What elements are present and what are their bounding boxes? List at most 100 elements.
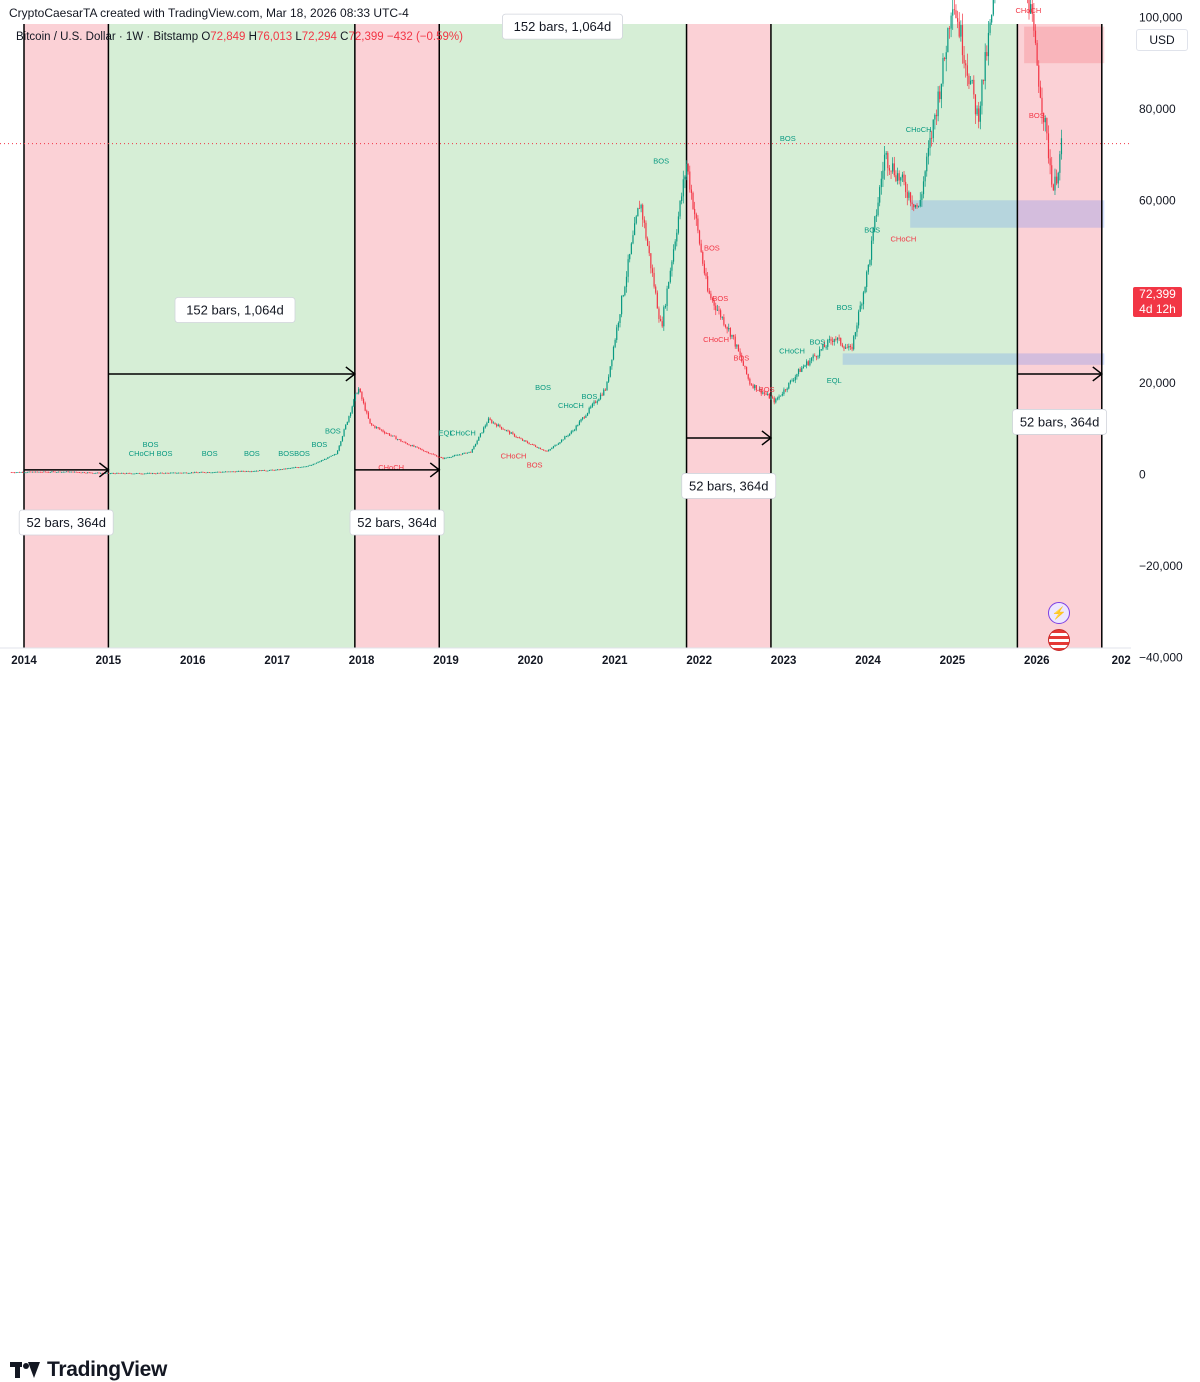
candle-body [773, 397, 775, 403]
candle-body [489, 418, 491, 421]
measure-label-box [349, 509, 445, 536]
candle-body [866, 271, 868, 287]
measure-label: 52 bars, 364d [689, 478, 769, 493]
candle-body [276, 469, 279, 471]
candle-body [135, 473, 137, 474]
candle-body [703, 263, 705, 274]
candle-body [726, 326, 728, 330]
candle-body [825, 346, 827, 348]
cycle-boundary-lines [23, 24, 1103, 648]
candle-body [702, 252, 704, 264]
candle-body [573, 429, 576, 431]
candle-body [617, 322, 619, 328]
candle-body [781, 393, 783, 396]
candle-body [538, 447, 540, 449]
candle-body [1049, 158, 1051, 166]
candles-layer [10, 0, 1063, 475]
candle-body [224, 471, 227, 473]
candle-body [249, 471, 251, 473]
candle-body [364, 403, 366, 411]
candle-body [948, 28, 951, 29]
candle-body [203, 472, 206, 473]
tradingview-logo-icon [10, 1362, 41, 1378]
candle-body [207, 472, 209, 473]
footer: TradingView [0, 672, 1200, 1381]
candle-body [715, 305, 717, 311]
ohlc-low: 72,294 [301, 31, 337, 43]
candle-body [452, 456, 454, 457]
candle-body [723, 317, 725, 325]
candle-body [151, 473, 154, 474]
structure-label: BOS [535, 383, 551, 392]
candle-body [1041, 97, 1043, 113]
candle-body [259, 470, 261, 472]
candle-body [903, 174, 905, 182]
measure-label: 152 bars, 1,064d [514, 19, 612, 34]
candle-body [596, 401, 598, 403]
candle-body [257, 470, 259, 472]
candle-body [585, 415, 587, 418]
candle-body [108, 472, 110, 474]
candle-body [385, 433, 387, 434]
measure-arrow-head [345, 366, 357, 382]
currency-selector[interactable]: USD [1136, 29, 1188, 51]
candle-body [968, 75, 970, 85]
candle-body [687, 163, 689, 172]
candle-body [309, 465, 311, 466]
candle-body [619, 314, 621, 323]
candle-body [530, 444, 532, 445]
candle-body [129, 473, 131, 474]
candle-body [797, 369, 800, 375]
candle-body [627, 259, 629, 277]
candle-body [570, 431, 572, 434]
flash-icon[interactable]: ⚡ [1048, 602, 1070, 624]
candle-body [471, 449, 473, 453]
candle-body [788, 382, 790, 389]
candle-body [468, 451, 470, 453]
tradingview-logo[interactable]: TradingView [10, 1358, 167, 1382]
candle-body [83, 472, 85, 474]
candle-body [575, 425, 577, 430]
candle-body [505, 430, 507, 432]
candle-body [653, 272, 655, 287]
candle-body [212, 472, 214, 474]
candle-body [223, 471, 225, 473]
candle-body [78, 472, 81, 474]
candle-body [806, 361, 808, 366]
candle-body [882, 170, 884, 179]
candle-body [423, 450, 425, 452]
candle-body [18, 472, 21, 473]
candle-body [28, 471, 30, 473]
time-tick-label: 2023 [771, 655, 797, 667]
candle-body [109, 473, 111, 475]
time-tick-label: 2024 [855, 655, 881, 667]
candle-body [400, 439, 402, 442]
measure-label-box [502, 13, 623, 40]
candle-body [830, 339, 832, 341]
candle-body [520, 438, 522, 440]
candle-body [367, 412, 370, 419]
candle-body [1047, 133, 1050, 159]
candle-body [158, 472, 160, 474]
candle-body [343, 429, 345, 437]
candle-body [236, 471, 238, 473]
candle-body [583, 417, 585, 419]
candle-body [500, 426, 503, 429]
price-tick-label: 20,000 [1139, 376, 1176, 390]
candle-body [317, 461, 319, 463]
candle-body [562, 439, 564, 441]
candle-body [447, 457, 449, 459]
us-flag-icon[interactable] [1048, 629, 1070, 651]
candle-body [67, 471, 69, 473]
candle-body [286, 468, 288, 470]
candle-body [473, 446, 475, 450]
candle-body [952, 9, 954, 16]
candle-body [91, 472, 94, 474]
candle-body [293, 467, 295, 469]
candle-body [737, 344, 740, 352]
price-tick-label: 60,000 [1139, 193, 1176, 207]
candle-body [142, 473, 144, 475]
candle-body [1043, 112, 1045, 123]
bear-cycle-zone [24, 24, 109, 648]
